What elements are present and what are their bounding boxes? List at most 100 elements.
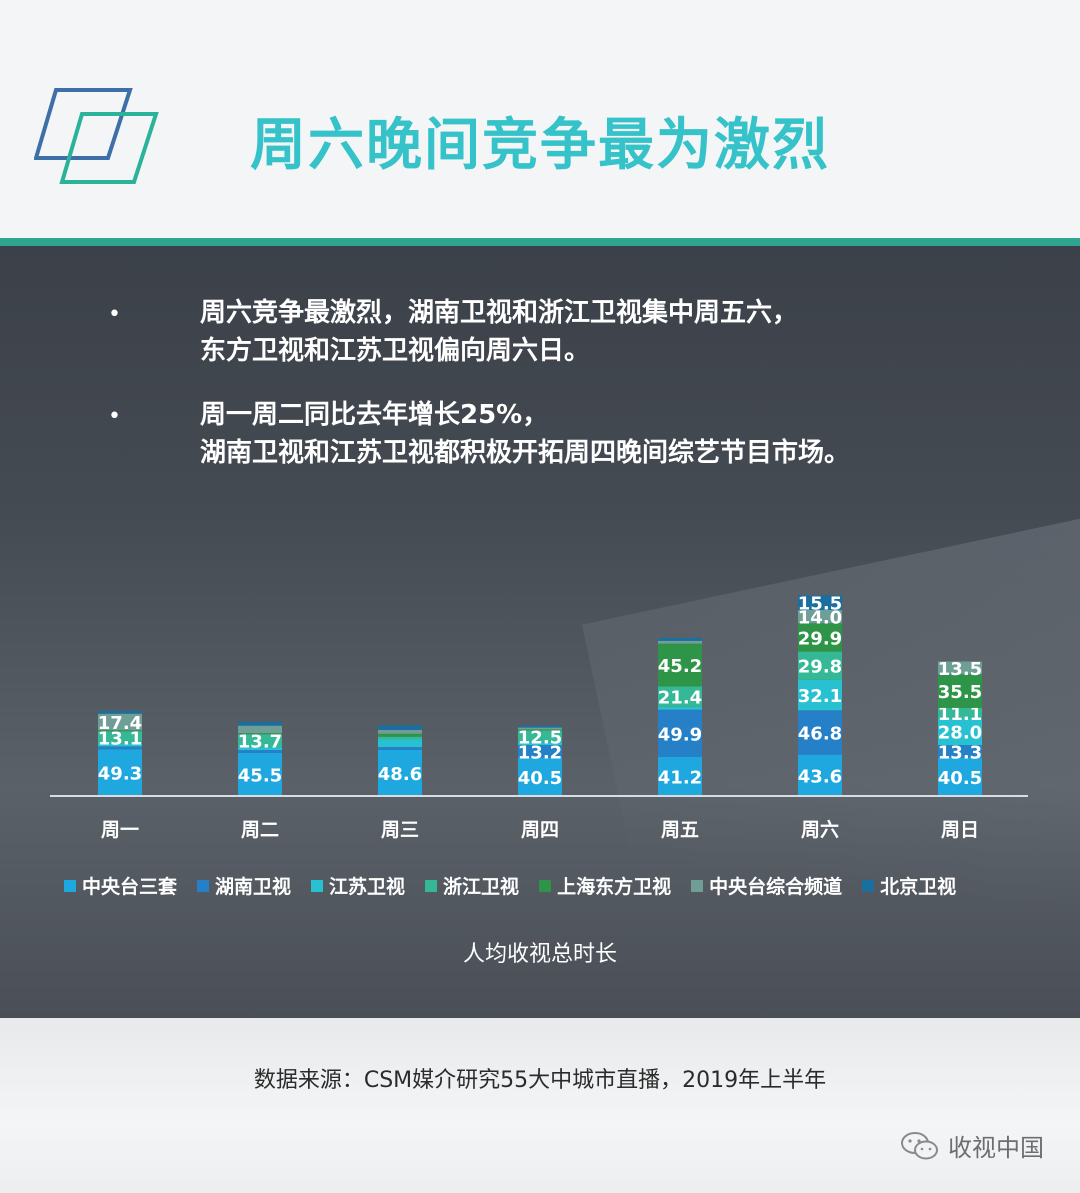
bar-segment (798, 623, 842, 652)
wechat-icon (901, 1131, 938, 1159)
x-tick-label: 周五 (661, 819, 699, 841)
data-label: 41.2 (658, 767, 702, 788)
legend-item: 北京卫视 (862, 872, 956, 899)
brand-logo-icon (34, 88, 159, 184)
chart-panel: • 周六竞争最激烈，湖南卫视和浙江卫视集中周五六， 东方卫视和江苏卫视偏向周六日… (0, 246, 1080, 1018)
data-label: 45.2 (658, 656, 702, 677)
bar-segment (658, 706, 702, 710)
bullet-1-marker: • (108, 302, 121, 327)
bar-segment (378, 733, 422, 737)
chart-caption: 人均收视总时长 (462, 942, 617, 967)
bar-segment (938, 757, 982, 796)
chart-legend: 中央台三套 湖南卫视 江苏卫视 浙江卫视 上海东方卫视 中央台综合频道 北京卫视 (64, 872, 956, 899)
legend-label: 中央台三套 (82, 876, 178, 898)
x-tick-label: 周六 (801, 818, 839, 841)
data-label: 43.6 (798, 766, 842, 787)
legend-swatch (691, 879, 704, 892)
bar-segment (238, 725, 282, 734)
logo-green-parallelogram (59, 112, 159, 184)
bar-segment (98, 710, 142, 714)
bar-segment (238, 747, 282, 751)
bar-segment (378, 725, 422, 731)
data-label: 11.1 (938, 704, 982, 725)
legend-item: 江苏卫视 (311, 872, 405, 899)
bar-segment (658, 709, 702, 757)
legend-item: 中央台三套 (64, 872, 177, 899)
header: 周六晚间竞争最为激烈 (0, 0, 1080, 238)
bar-segment (378, 730, 422, 734)
data-label: 28.0 (938, 723, 982, 744)
bar-segment (98, 746, 142, 750)
bar-segment (378, 749, 422, 796)
bar-segment (518, 742, 562, 746)
bar-segment (798, 595, 842, 611)
bar-segment (658, 640, 702, 644)
bar-segment (798, 679, 842, 711)
bullet-2-line-1: 周一周二同比去年增长25%， (200, 400, 549, 430)
legend-item: 中央台综合频道 (691, 872, 842, 899)
bar-segment (378, 747, 422, 750)
data-label: 13.3 (938, 742, 982, 763)
data-label: 29.9 (798, 628, 842, 649)
bar-segment (238, 752, 282, 796)
data-label: 13.2 (518, 742, 562, 763)
bar-segment (938, 707, 982, 719)
bar-segment (658, 686, 702, 707)
bullet-1-line-1: 周六竞争最激烈，湖南卫视和浙江卫视集中周五六， (200, 298, 799, 328)
logo-blue-parallelogram (34, 88, 133, 160)
bullet-2-marker: • (108, 404, 121, 429)
bar-segment (238, 734, 282, 748)
data-label: 49.3 (98, 764, 142, 785)
x-tick-label: 周三 (381, 819, 419, 841)
data-label: 49.9 (658, 724, 702, 745)
bar-segment (518, 727, 562, 730)
stacked-bar-chart: 49.3 13.117.4 周一 45.5 13.7 周二 48.6 周三 40.5 13.212… (50, 594, 1028, 841)
data-label: 46.8 (798, 723, 842, 744)
legend-label: 北京卫视 (880, 876, 957, 898)
data-label: 45.5 (238, 765, 282, 786)
data-label: 13.5 (938, 659, 982, 680)
bar-segment (658, 637, 702, 641)
data-label: 12.5 (518, 727, 562, 748)
data-label: 48.6 (378, 764, 422, 785)
bar-segment (238, 750, 282, 753)
bar-segment (98, 749, 142, 796)
legend-label: 中央台综合频道 (709, 876, 843, 898)
x-tick-label: 周四 (521, 819, 559, 841)
footer: 数据来源：CSM媒介研究55大中城市直播，2019年上半年 收视中国 (0, 1018, 1080, 1193)
bullet-2-line-2: 湖南卫视和江苏卫视都积极开拓周四晚间综艺节目市场。 (200, 438, 851, 468)
bar-segment (98, 731, 142, 744)
bar-segment (938, 674, 982, 708)
x-tick-label: 周一 (101, 819, 139, 841)
data-source-note: 数据来源：CSM媒介研究55大中城市直播，2019年上半年 (253, 1068, 827, 1093)
bar-segment (238, 733, 282, 735)
bullet-1-text: 周六竞争最激烈，湖南卫视和浙江卫视集中周五六， 东方卫视和江苏卫视偏向周六日。 (200, 294, 798, 370)
watermark: 收视中国 (900, 1128, 1044, 1163)
legend-item: 浙江卫视 (425, 872, 519, 899)
data-label: 14.0 (798, 608, 842, 629)
bar-segment (518, 729, 562, 731)
page-title: 周六晚间竞争最为激烈 (250, 113, 830, 178)
bar-segment (518, 757, 562, 796)
data-label: 35.5 (938, 682, 982, 703)
legend-swatch (425, 879, 438, 892)
data-label: 21.4 (658, 688, 702, 709)
data-label: 29.8 (798, 657, 842, 678)
x-tick-label: 周日 (941, 819, 979, 841)
legend-item: 湖南卫视 (197, 872, 291, 899)
data-label: 13.1 (98, 728, 142, 749)
legend-label: 上海东方卫视 (557, 876, 672, 898)
legend-label: 湖南卫视 (215, 876, 292, 898)
bar-segment (98, 743, 142, 747)
legend-item: 上海东方卫视 (539, 872, 671, 899)
legend-swatch (862, 879, 875, 892)
x-tick-label: 周二 (241, 819, 279, 841)
bar-segment (798, 754, 842, 796)
bar-segment (658, 756, 702, 796)
bar-segment (798, 610, 842, 624)
bullet-2-text: 周一周二同比去年增长25%， 湖南卫视和江苏卫视都积极开拓周四晚间综艺节目市场。 (200, 396, 850, 472)
legend-swatch (197, 879, 210, 892)
bar-segment (798, 651, 842, 680)
legend-label: 浙江卫视 (443, 876, 520, 898)
data-label: 17.4 (98, 713, 142, 734)
